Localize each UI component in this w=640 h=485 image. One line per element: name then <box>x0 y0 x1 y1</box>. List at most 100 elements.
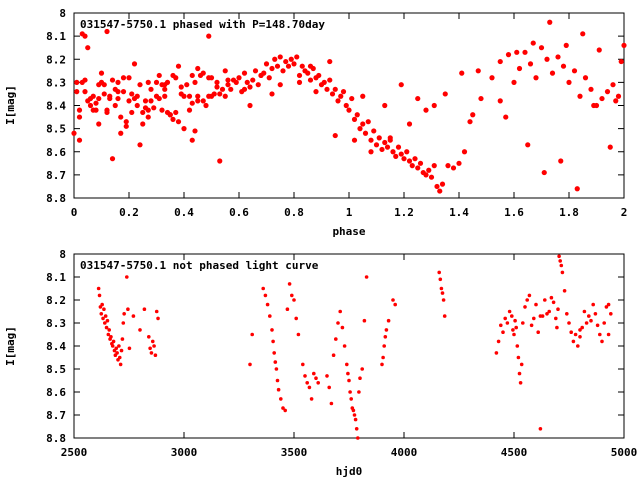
data-point <box>578 335 582 339</box>
data-point <box>225 77 231 83</box>
data-point <box>347 378 351 383</box>
data-point <box>406 158 413 164</box>
data-point <box>423 172 429 178</box>
data-point <box>98 70 105 76</box>
data-point <box>277 82 283 88</box>
data-point <box>543 298 547 302</box>
y-tick-label: 8.8 <box>46 432 66 445</box>
data-point <box>382 102 388 109</box>
data-point <box>173 109 179 116</box>
data-point <box>360 367 365 371</box>
data-point <box>511 328 515 332</box>
data-point <box>371 128 377 134</box>
data-point <box>327 58 333 65</box>
data-point <box>354 427 359 431</box>
data-point <box>154 309 159 314</box>
data-point <box>538 45 545 51</box>
y-tick-label: 8.1 <box>46 30 66 43</box>
data-point <box>277 54 283 60</box>
data-point <box>114 346 119 351</box>
unphased-panel: 8 8.1 8.2 8.3 8.4 8.5 8.6 8.7 8.8 2500 3000 3500 40… <box>4 248 637 478</box>
data-point <box>584 321 589 325</box>
data-point <box>285 307 290 312</box>
data-point <box>360 93 366 99</box>
data-point <box>244 79 250 85</box>
data-point <box>518 381 523 385</box>
data-point <box>90 93 96 99</box>
data-point <box>332 86 338 92</box>
data-point <box>439 286 444 291</box>
data-point <box>189 137 195 143</box>
data-point <box>545 312 549 316</box>
data-point <box>519 362 524 367</box>
data-point <box>445 163 451 169</box>
data-point <box>122 312 126 316</box>
data-point <box>263 293 268 298</box>
data-point <box>351 116 358 122</box>
x-tick-label: 1.8 <box>559 206 579 219</box>
data-point <box>175 119 182 125</box>
data-point <box>118 130 124 136</box>
data-point <box>395 144 402 150</box>
data-point <box>621 42 627 48</box>
data-point <box>360 121 366 127</box>
data-point <box>382 344 387 348</box>
data-point <box>613 98 619 104</box>
data-point <box>200 70 206 76</box>
data-point <box>332 132 338 139</box>
data-point <box>111 339 116 344</box>
data-point <box>440 291 445 295</box>
data-point <box>557 254 561 259</box>
data-point <box>496 339 501 344</box>
data-point <box>494 351 499 355</box>
data-point <box>103 321 107 325</box>
data-point <box>195 93 201 99</box>
data-point <box>241 70 248 76</box>
data-point <box>606 302 611 307</box>
data-point <box>513 318 517 323</box>
data-point <box>102 307 106 312</box>
data-point <box>127 346 132 351</box>
data-point <box>285 63 292 69</box>
data-point <box>349 397 354 401</box>
x-tick-label: 1.4 <box>449 206 469 219</box>
data-point <box>459 70 465 76</box>
data-point <box>417 160 424 166</box>
data-point <box>261 286 266 291</box>
data-point <box>307 63 314 69</box>
y-tick-label: 8.3 <box>46 317 66 330</box>
data-point <box>574 186 580 192</box>
data-point <box>566 79 572 85</box>
data-point <box>200 98 206 104</box>
y-tick-label: 8.2 <box>46 53 66 66</box>
data-point <box>281 406 285 410</box>
phased-x-axis-label: phase <box>332 225 365 238</box>
data-point <box>338 93 344 99</box>
data-point <box>142 98 149 104</box>
data-point <box>150 339 155 344</box>
data-point <box>126 75 132 81</box>
data-point <box>117 355 122 360</box>
y-tick-label: 8.8 <box>46 192 66 205</box>
data-point <box>362 318 367 323</box>
data-point <box>272 56 278 62</box>
phased-chart-title: 031547-5750.1 phased with P=148.70day <box>80 18 325 31</box>
data-point <box>497 58 503 65</box>
data-point <box>499 323 503 328</box>
data-point <box>599 95 605 102</box>
data-point <box>516 65 523 72</box>
data-point <box>600 339 604 344</box>
data-point <box>104 109 110 116</box>
data-point <box>120 89 127 95</box>
data-point <box>145 79 151 85</box>
data-point <box>551 300 556 305</box>
data-point <box>534 302 538 307</box>
data-point <box>131 314 136 318</box>
data-point <box>104 28 110 35</box>
data-point <box>247 84 253 90</box>
data-point <box>412 156 418 162</box>
data-point <box>352 413 357 417</box>
data-point <box>525 142 531 148</box>
